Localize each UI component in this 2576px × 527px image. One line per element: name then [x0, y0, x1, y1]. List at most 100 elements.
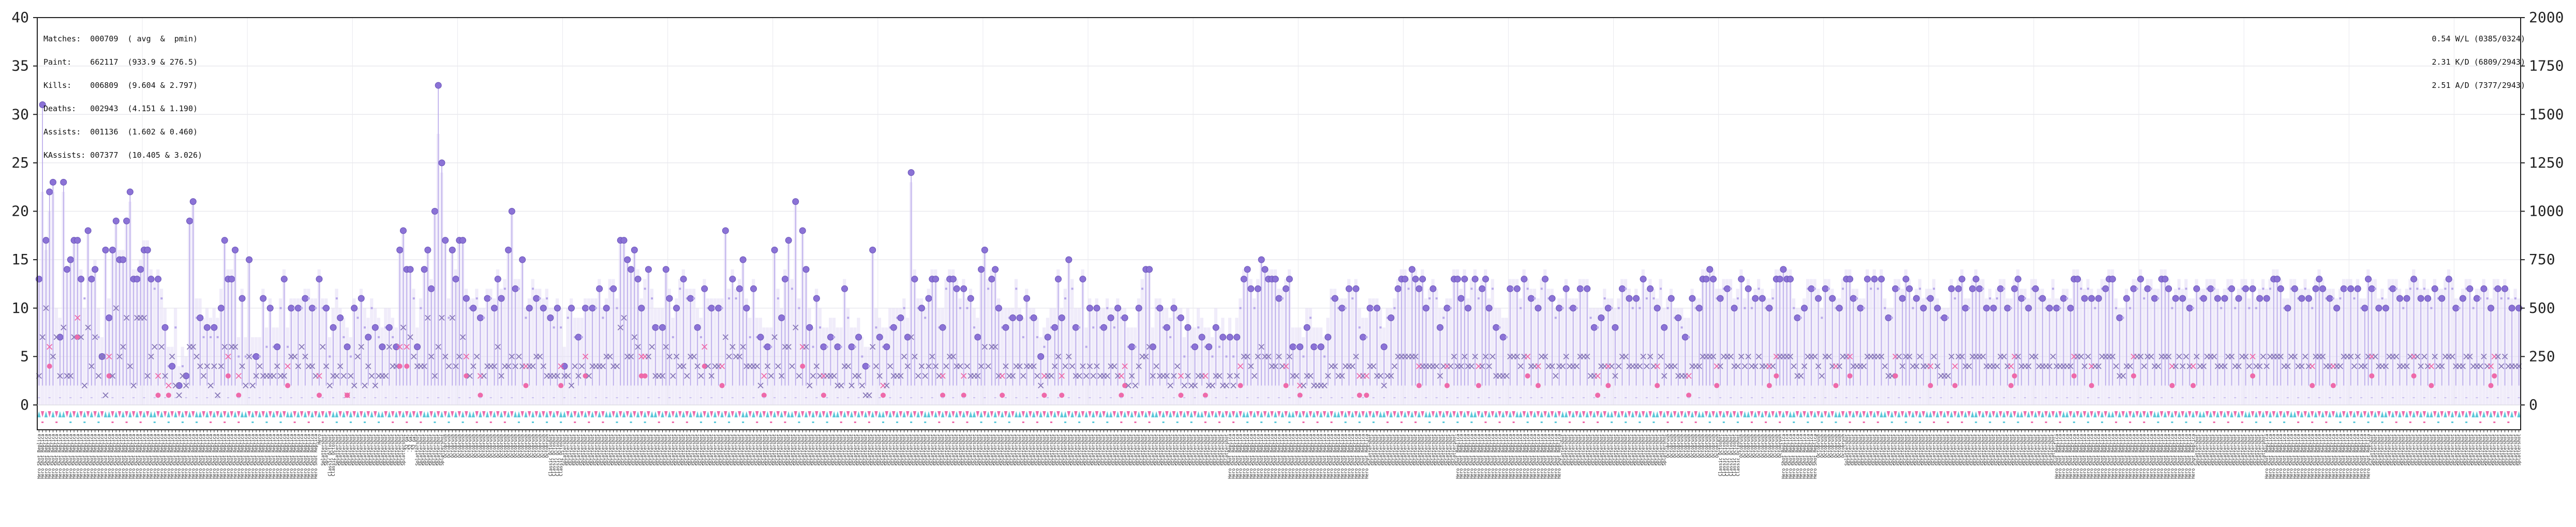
y-tick-label: 40 [11, 9, 29, 26]
baseline-dot [2202, 397, 2205, 398]
win-marker [832, 411, 836, 417]
x-tick-label: Hero Shot Replica [177, 434, 182, 479]
kills-point [1857, 305, 1864, 312]
x-tick-label: Hero Shot Replica [125, 434, 130, 479]
kills-point [603, 305, 610, 312]
assists-point [719, 383, 725, 388]
loss-marker [1803, 411, 1806, 417]
win-marker [1336, 411, 1341, 417]
deaths-point [1086, 363, 1093, 369]
kills-point [2382, 305, 2389, 312]
x-tick-label: Splattershot [1056, 434, 1061, 465]
loss-marker [1718, 411, 1722, 417]
deaths-point [1882, 363, 1888, 369]
assists-point [2330, 383, 2336, 388]
loss-marker [2356, 411, 2360, 417]
badge-dot [1442, 421, 1445, 423]
deaths-point [1553, 373, 1559, 379]
kills-tick [412, 297, 415, 300]
kills-tick [1302, 355, 1305, 358]
win-marker [699, 411, 703, 417]
loss-marker [874, 411, 878, 417]
x-tick-label: Octobrush [496, 434, 501, 458]
kills-tick [1582, 288, 1585, 290]
badge-dot [475, 421, 478, 423]
win-marker [1592, 411, 1596, 417]
deaths-point [1542, 353, 1548, 360]
paint-bar [1112, 308, 1116, 405]
win-marker [2254, 411, 2258, 417]
badge-dot [1386, 421, 1389, 423]
badge-dot [321, 421, 324, 423]
loss-marker [1809, 411, 1813, 417]
win-marker [608, 411, 612, 417]
loss-marker [920, 411, 924, 417]
win-marker [44, 411, 48, 417]
x-tick-label: Hero Shot Replica [2093, 434, 2098, 479]
kills-tick [1386, 317, 1389, 319]
x-tick-label: Splattershot [1221, 434, 1226, 465]
baseline-dot [752, 397, 755, 398]
win-marker [2054, 411, 2059, 417]
x-tick-label: Splattershot [1956, 434, 1961, 465]
badge-dot [1400, 421, 1403, 423]
deaths-point [291, 353, 298, 360]
loss-marker [913, 411, 917, 417]
deaths-point [397, 344, 403, 350]
win-marker [1838, 411, 1841, 417]
x-tick-label: Octobrush [1669, 434, 1674, 458]
kills-point [508, 208, 515, 215]
deaths-point [1514, 353, 1521, 360]
loss-marker [1231, 411, 1235, 417]
win-marker [286, 411, 290, 417]
win-marker [2464, 411, 2468, 417]
kills-tick [2514, 297, 2517, 300]
x-tick-label: Splattershot [1196, 434, 1201, 465]
kills-point [1198, 334, 1205, 341]
x-tick-label: Splattershot [1410, 434, 1415, 465]
paint-bar [1918, 279, 1922, 405]
paint-bar [482, 308, 486, 405]
baseline-dot [805, 397, 808, 398]
assists-point [1952, 383, 1958, 388]
kills-point [1093, 305, 1100, 312]
kills-point [477, 314, 484, 321]
win-marker [2391, 411, 2395, 417]
deaths-point [495, 344, 501, 350]
win-marker [986, 411, 990, 417]
deaths-point [1153, 363, 1159, 369]
x-tick-label: Hero Shot Replica [1249, 434, 1254, 479]
loss-marker [269, 411, 272, 417]
baseline-dot [710, 397, 713, 398]
deaths-point [386, 344, 393, 350]
x-tick-label: Splattershot [1077, 434, 1082, 465]
kills-point [1934, 305, 1941, 312]
x-tick-label: Splattershot [1939, 434, 1944, 465]
baseline-dot [1530, 397, 1532, 398]
x-tick-label: Splattershot [1603, 434, 1608, 465]
kills-tick [594, 307, 597, 309]
kills-tick [1933, 288, 1935, 290]
x-tick-label: Splattershot [629, 434, 634, 465]
win-marker [969, 411, 973, 417]
x-tick-label: Splattershot [1651, 434, 1657, 465]
deaths-point [453, 363, 459, 369]
kills-point [421, 266, 428, 273]
kills-tick [1232, 355, 1234, 358]
kills-point [1086, 305, 1093, 312]
badge-dot [1611, 421, 1613, 423]
x-tick-label: Splattershot [415, 434, 421, 465]
loss-marker [1179, 411, 1183, 417]
kills-tick [2290, 288, 2292, 290]
x-tick-label: Splattershot [1659, 434, 1664, 465]
x-tick-label: Splattershot [772, 434, 778, 465]
paint-bar [853, 327, 857, 405]
kills-tick [1968, 307, 1970, 309]
deaths-point [1132, 382, 1139, 389]
paint-bar [1890, 308, 1894, 405]
loss-marker [1074, 411, 1078, 417]
badge-dot [1260, 421, 1263, 423]
loss-marker [254, 411, 258, 417]
deaths-point [943, 363, 949, 369]
kills-point [442, 237, 449, 244]
